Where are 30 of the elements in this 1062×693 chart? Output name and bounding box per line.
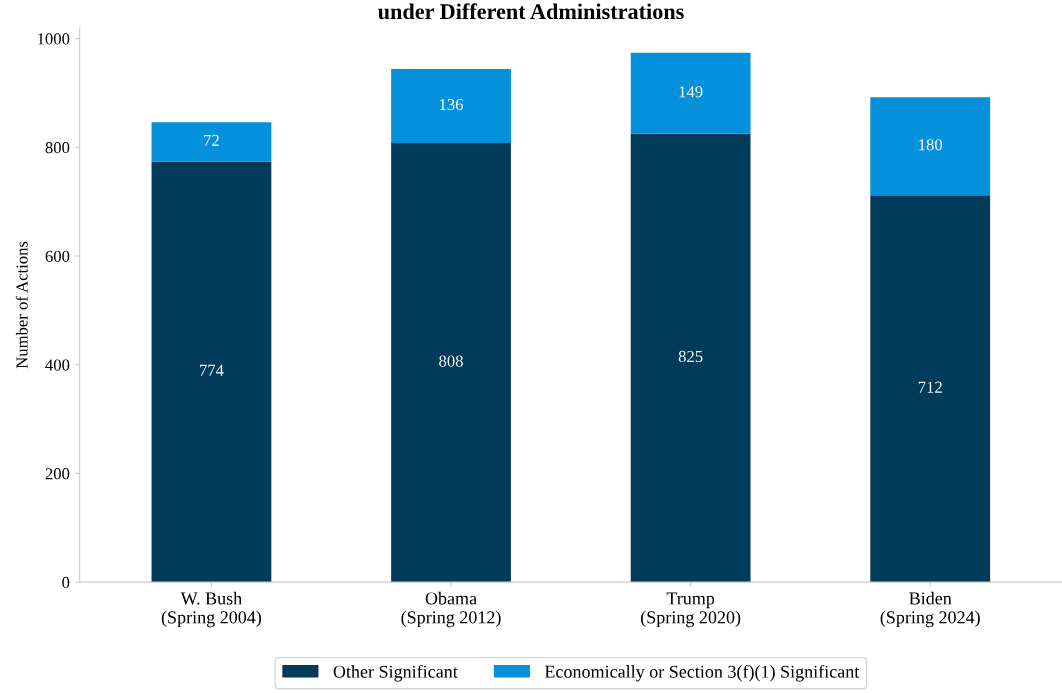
data-label: 774 [200, 364, 224, 376]
y-tick-label: 800 [45, 142, 70, 154]
data-label: 825 [678, 350, 703, 363]
x-tick-label: W. Bush (Spring 2004) [161, 591, 262, 628]
bar [391, 69, 511, 143]
x-tick-label: Obama (Spring 2012) [401, 591, 501, 628]
bar [870, 97, 991, 196]
y-tick-label: 0 [62, 576, 70, 589]
bar [870, 195, 991, 583]
y-tick-label: 600 [45, 250, 70, 262]
y-axis-title: Number of Actions [15, 241, 28, 369]
legend-label: Economically or Section 3(f)(1) Significant [544, 664, 860, 682]
data-label: 180 [919, 139, 943, 151]
bar [391, 142, 511, 583]
bar [630, 133, 751, 583]
data-label: 149 [679, 86, 703, 98]
data-label: 72 [204, 134, 219, 146]
legend-label: Other Significant [333, 664, 458, 682]
y-tick-label: 1000 [38, 33, 70, 45]
x-tick-label: Biden (Spring 2024) [880, 591, 980, 628]
bar [151, 161, 272, 583]
chart-title: under Different Administrations [378, 3, 684, 20]
x-tick-label: Trump (Spring 2020) [641, 592, 741, 628]
y-tick-label: 200 [45, 468, 70, 480]
y-tick-label: 400 [45, 359, 70, 371]
data-label: 136 [439, 98, 464, 111]
bar [151, 122, 272, 162]
data-label: 808 [439, 355, 463, 367]
data-label: 712 [918, 381, 942, 393]
bar [630, 52, 751, 134]
